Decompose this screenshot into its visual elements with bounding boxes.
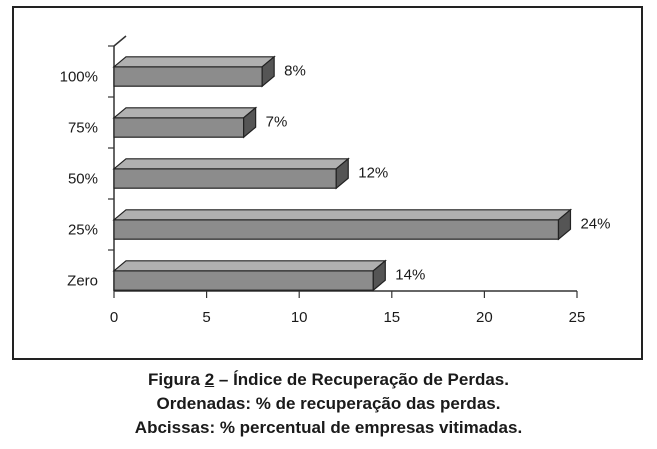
bar-0: [113, 66, 263, 87]
caption-figure-number: 2: [204, 370, 215, 389]
bar-top-2: [112, 158, 350, 170]
x-tick-label-15: 15: [383, 309, 400, 326]
bar-top-3: [112, 209, 573, 221]
bar-2: [113, 168, 337, 189]
chart-frame: 0 5 10 15 20 25 100% 8% 75% 7% 50% 12% 25% 24% Zero 14%: [12, 6, 643, 360]
x-tick-label-20: 20: [476, 309, 493, 326]
bar-top-4: [112, 260, 387, 272]
bar-side-0: [261, 55, 275, 88]
bar-chart: 0 5 10 15 20 25 100% 8% 75% 7% 50% 12% 25% 24% Zero 14%: [60, 35, 611, 326]
data-label-4: 14%: [395, 267, 425, 284]
category-label-4: Zero: [67, 273, 98, 290]
bar-1: [113, 117, 245, 138]
caption-line-1: Figura 2 – Índice de Recuperação de Perd…: [0, 368, 657, 392]
caption-title: – Índice de Recuperação de Perdas.: [214, 370, 509, 389]
x-tick-label-0: 0: [110, 309, 118, 326]
caption-line-2: Ordenadas: % de recuperação das perdas.: [156, 394, 501, 413]
x-tick-label-5: 5: [202, 309, 210, 326]
data-label-1: 7%: [266, 114, 288, 131]
category-label-2: 50%: [68, 171, 98, 188]
category-label-0: 100%: [60, 69, 98, 86]
x-tick-label-10: 10: [291, 309, 308, 326]
bar-3: [113, 219, 560, 240]
bar-side-2: [335, 157, 349, 190]
bar-side-3: [557, 208, 572, 241]
data-label-3: 24%: [580, 216, 610, 233]
bar-top-1: [112, 107, 258, 119]
bar-4: [113, 270, 374, 291]
y-axis-depth-line: [113, 35, 127, 47]
data-label-2: 12%: [358, 165, 388, 182]
caption-prefix: Figura: [148, 370, 205, 389]
bar-side-4: [372, 259, 386, 292]
x-tick-label-25: 25: [569, 309, 586, 326]
bar-side-1: [243, 106, 257, 139]
bar-top-0: [112, 56, 276, 68]
category-label-3: 25%: [68, 222, 98, 239]
caption-line-3: Abcissas: % percentual de empresas vitim…: [134, 418, 523, 437]
category-label-1: 75%: [68, 120, 98, 137]
figure-caption: Figura 2 – Índice de Recuperação de Perd…: [0, 368, 657, 440]
data-label-0: 8%: [284, 63, 306, 80]
